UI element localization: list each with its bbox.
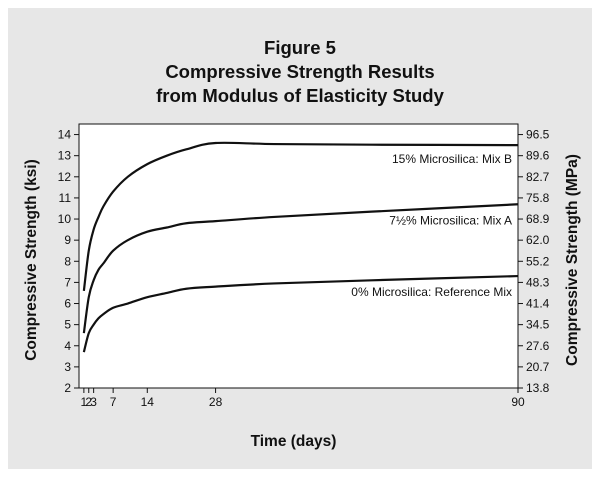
y-tick-label-right: 41.4 <box>526 297 550 311</box>
x-tick-label: 1 <box>81 395 88 409</box>
series-label: 15% Microsilica: Mix B <box>392 152 512 166</box>
y-tick-label-right: 55.2 <box>526 254 550 268</box>
chart-title: Figure 5 Compressive Strength Results fr… <box>8 36 592 108</box>
y-tick-label-right: 13.8 <box>526 381 550 395</box>
chart-title-line-1: Figure 5 <box>264 37 336 58</box>
right-y-axis: 13.8 20.7 27.6 34.5 41.4 48.3 55.2 62.0 68.9 75.8… <box>518 128 550 395</box>
y-tick-label-right: 62.0 <box>526 233 550 247</box>
y-tick-label-right: 20.7 <box>526 360 550 374</box>
y-tick-label-left: 14 <box>58 128 72 142</box>
x-axis-title: Time (days) <box>251 433 337 450</box>
y-tick-label-left: 10 <box>58 212 72 226</box>
y-tick-label-left: 4 <box>64 339 71 353</box>
y-tick-label-left: 13 <box>58 149 72 163</box>
chart-title-line-2: Compressive Strength Results <box>165 61 435 82</box>
y-tick-label-right: 27.6 <box>526 339 550 353</box>
x-tick-label: 3 <box>90 395 97 409</box>
x-tick-label: 28 <box>209 395 223 409</box>
series-label: 0% Microsilica: Reference Mix <box>351 285 512 299</box>
series-line <box>82 141 519 291</box>
y-tick-label-left: 2 <box>64 381 71 395</box>
plot-area <box>78 123 519 389</box>
y-tick-label-right: 96.5 <box>526 128 550 142</box>
series-lines: 15% Microsilica: Mix B 7½% Microsilica: M… <box>82 141 519 353</box>
y-tick-label-right: 34.5 <box>526 318 550 332</box>
y-tick-label-left: 11 <box>59 191 72 205</box>
series-line <box>82 274 519 353</box>
x-axis: 123 7 14 28 90 <box>81 388 525 409</box>
x-tick-label: 14 <box>141 395 155 409</box>
chart-title-line-3: from Modulus of Elasticity Study <box>156 85 444 106</box>
left-y-axis: 2 3 4 5 6 7 8 9 10 11 12 13 14 <box>58 128 79 395</box>
y-tick-label-right: 68.9 <box>526 212 550 226</box>
x-tick-label: 2 <box>85 395 92 409</box>
x-tick-label: 90 <box>511 395 525 409</box>
y-tick-label-left: 6 <box>64 297 71 311</box>
figure-panel: Figure 5 Compressive Strength Results fr… <box>8 8 592 469</box>
series-label: 7½% Microsilica: Mix A <box>389 213 512 227</box>
y-tick-label-left: 9 <box>64 233 71 247</box>
x-tick-label: 7 <box>110 395 117 409</box>
y-tick-label-left: 3 <box>64 360 71 374</box>
y-tick-label-right: 48.3 <box>526 275 550 289</box>
y-tick-label-left: 5 <box>64 318 71 332</box>
y-tick-label-left: 7 <box>64 275 71 289</box>
y-tick-label-right: 75.8 <box>526 191 550 205</box>
y-axis-title-left: Compressive Strength (ksi) <box>23 159 40 361</box>
y-tick-label-left: 8 <box>64 254 71 268</box>
y-tick-label-right: 82.7 <box>526 170 550 184</box>
y-axis-title-right: Compressive Strength (MPa) <box>564 154 581 366</box>
y-tick-label-left: 12 <box>58 170 72 184</box>
series-line <box>82 203 519 334</box>
y-tick-label-right: 89.6 <box>526 149 550 163</box>
